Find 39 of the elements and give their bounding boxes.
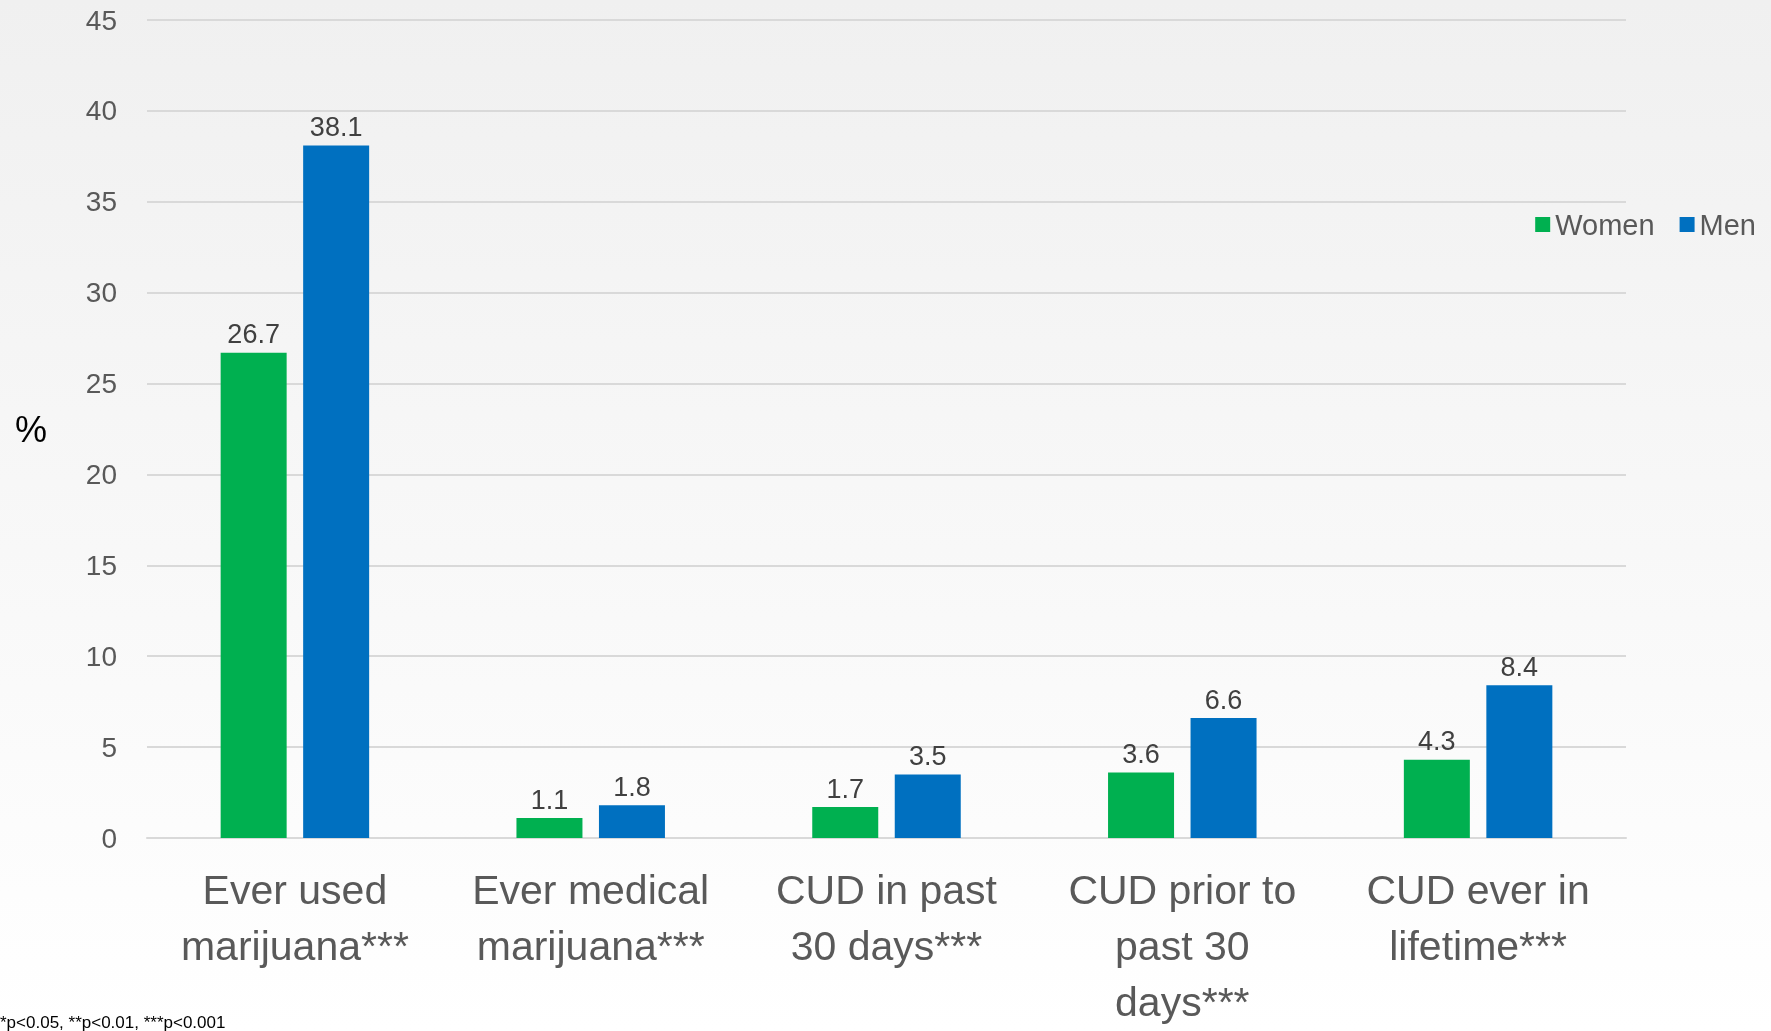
data-label: 38.1: [309, 111, 363, 142]
data-label: 1.7: [826, 773, 865, 804]
data-label: 3.6: [1122, 739, 1160, 770]
y-tick-label: 30: [85, 277, 117, 309]
bar: [1108, 772, 1175, 838]
data-label: 4.3: [1418, 726, 1456, 757]
x-tick-label: Ever used marijuana***: [180, 867, 409, 969]
text: *p<0.05, **p<0.01, ***p<0.001: [0, 1013, 226, 1031]
bar: [220, 352, 287, 838]
bar: [1486, 685, 1553, 838]
y-tick-label: 25: [85, 368, 117, 400]
data-label: 1.1: [530, 784, 569, 815]
y-tick-label: 40: [85, 95, 117, 127]
y-tick-label: 20: [85, 458, 117, 490]
legend-label: Men: [1699, 208, 1757, 241]
y-tick-label: 45: [85, 4, 117, 36]
bar: [598, 805, 665, 838]
data-label: 3.5: [908, 740, 947, 771]
bar: [1403, 759, 1470, 838]
y-tick-label: 5: [101, 731, 117, 763]
bar: [1190, 718, 1257, 838]
x-tick-label: CUD in past 30 days***: [775, 867, 998, 969]
data-label: 1.8: [613, 771, 651, 802]
x-tick-label: CUD prior to past 30 days***: [1068, 867, 1297, 1025]
y-tick-label: 15: [85, 549, 117, 581]
data-label: 6.6: [1204, 684, 1243, 715]
bar: [812, 807, 879, 838]
legend-label: Women: [1555, 208, 1655, 241]
bar: [516, 818, 583, 838]
bar: [303, 145, 370, 838]
y-tick-label: 0: [101, 822, 117, 854]
y-axis-title: %: [14, 408, 47, 450]
y-tick-label: 35: [85, 186, 117, 218]
bar: [894, 774, 961, 838]
y-tick-label: 10: [85, 640, 117, 672]
x-tick-label: Ever medical marijuana***: [472, 867, 710, 969]
data-label: 26.7: [227, 319, 280, 350]
data-label: 8.4: [1500, 651, 1539, 682]
x-tick-label: CUD ever in lifetime***: [1366, 867, 1590, 969]
